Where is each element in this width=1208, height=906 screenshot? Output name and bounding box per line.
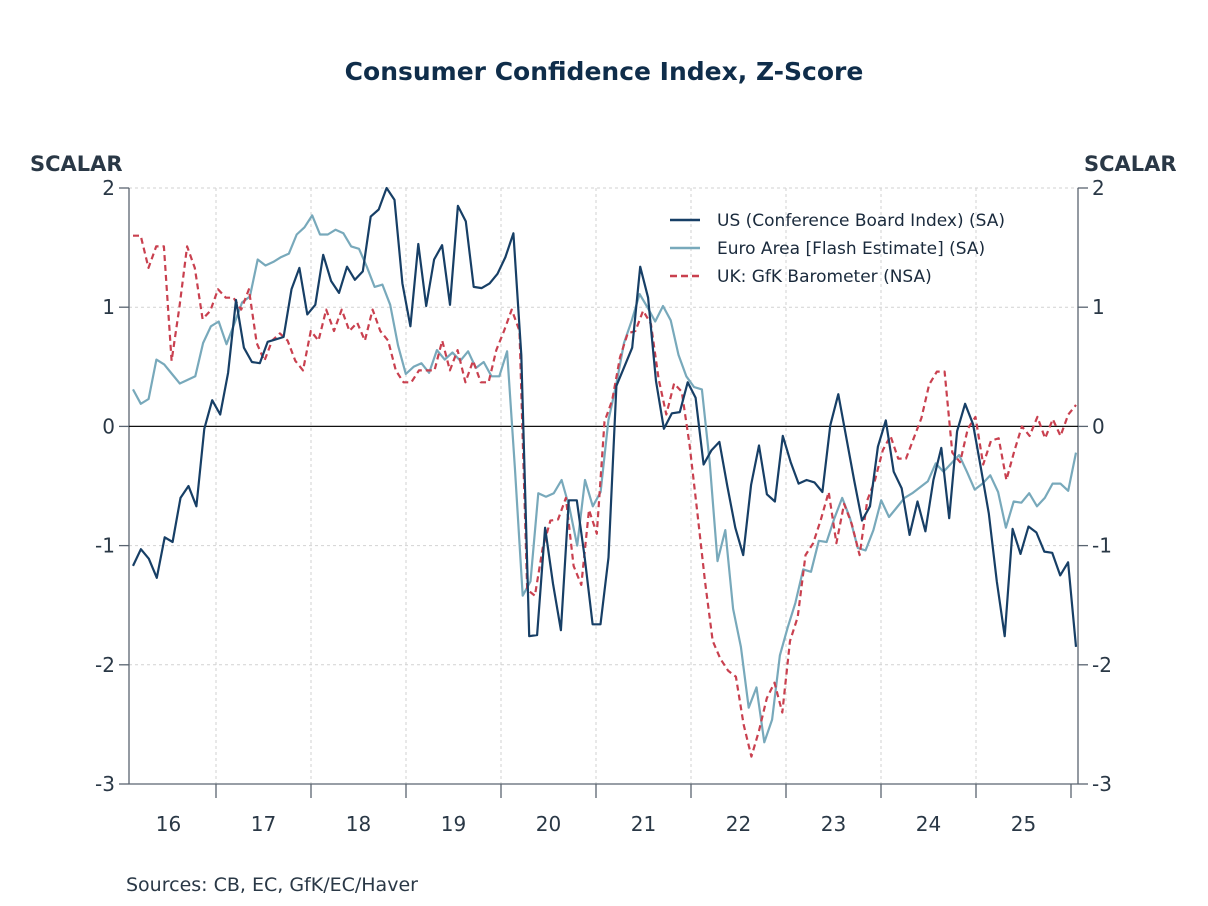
x-tick-label: 21 xyxy=(631,812,656,836)
series-line-0 xyxy=(132,186,1078,648)
legend-label-0: US (Conference Board Index) (SA) xyxy=(717,211,1005,231)
y-tick-label-right: 1 xyxy=(1092,295,1105,319)
source-note: Sources: CB, EC, GfK/EC/Haver xyxy=(126,874,418,896)
y-tick-label-left: -3 xyxy=(95,772,115,796)
x-tick-label: 17 xyxy=(251,812,276,836)
left-y-axis: 2 1 0 -1 -2 -3 xyxy=(95,176,129,796)
y-tick-label-left: -2 xyxy=(95,653,115,677)
legend: US (Conference Board Index) (SA) Euro Are… xyxy=(670,211,1005,287)
y-tick-label-left: -1 xyxy=(95,534,115,558)
x-tick-label: 25 xyxy=(1011,812,1036,836)
y-tick-label-right: 2 xyxy=(1092,176,1105,200)
y-tick-label-left: 1 xyxy=(102,295,115,319)
gridlines xyxy=(129,187,1078,785)
y-tick-label-left: 0 xyxy=(102,414,115,438)
series-lines xyxy=(132,186,1078,758)
x-tick-label: 22 xyxy=(726,812,751,836)
y-tick-label-left: 2 xyxy=(102,176,115,200)
series-line-2 xyxy=(133,234,1077,758)
series-line-1 xyxy=(132,214,1078,744)
y-tick-label-right: -2 xyxy=(1092,653,1112,677)
x-axis: 16 17 18 19 20 21 22 23 24 25 xyxy=(156,784,1072,836)
x-tick-label: 19 xyxy=(441,812,466,836)
x-tick-label: 18 xyxy=(346,812,371,836)
chart-title: Consumer Confidence Index, Z-Score xyxy=(345,57,864,86)
y-tick-label-right: 0 xyxy=(1092,414,1105,438)
right-axis-unit-label: SCALAR xyxy=(1084,152,1177,176)
x-tick-label: 23 xyxy=(821,812,846,836)
axes xyxy=(128,188,1079,785)
x-tick-label: 16 xyxy=(156,812,181,836)
y-tick-label-right: -3 xyxy=(1092,772,1112,796)
x-tick-label: 24 xyxy=(916,812,941,836)
left-axis-unit-label: SCALAR xyxy=(30,152,123,176)
right-y-axis: 2 1 0 -1 -2 -3 xyxy=(1078,176,1112,796)
x-tick-label: 20 xyxy=(536,812,561,836)
legend-label-1: Euro Area [Flash Estimate] (SA) xyxy=(717,239,985,259)
y-tick-label-right: -1 xyxy=(1092,534,1112,558)
legend-label-2: UK: GfK Barometer (NSA) xyxy=(717,267,932,287)
